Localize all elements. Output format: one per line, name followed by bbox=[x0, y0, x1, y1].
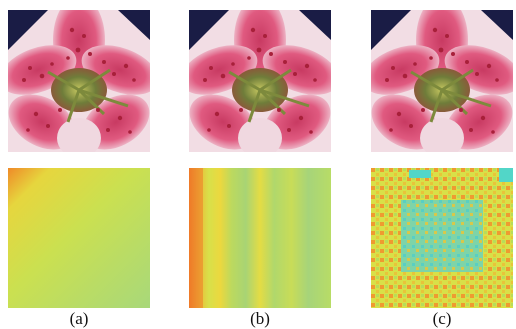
panel-label-b: (b) bbox=[250, 309, 270, 328]
flower-image-c bbox=[371, 10, 513, 152]
saliency-map-a bbox=[8, 168, 150, 308]
saliency-map-b bbox=[189, 168, 331, 308]
panel-c: (c) bbox=[371, 0, 513, 329]
panel-b: (b) bbox=[189, 0, 331, 329]
panel-label-a: (a) bbox=[69, 309, 89, 328]
saliency-map-c bbox=[371, 168, 513, 308]
panel-label-c: (c) bbox=[432, 309, 452, 328]
panel-a: (a) bbox=[8, 0, 150, 329]
flower-image-b bbox=[189, 10, 331, 152]
flower-image-a bbox=[8, 10, 150, 152]
